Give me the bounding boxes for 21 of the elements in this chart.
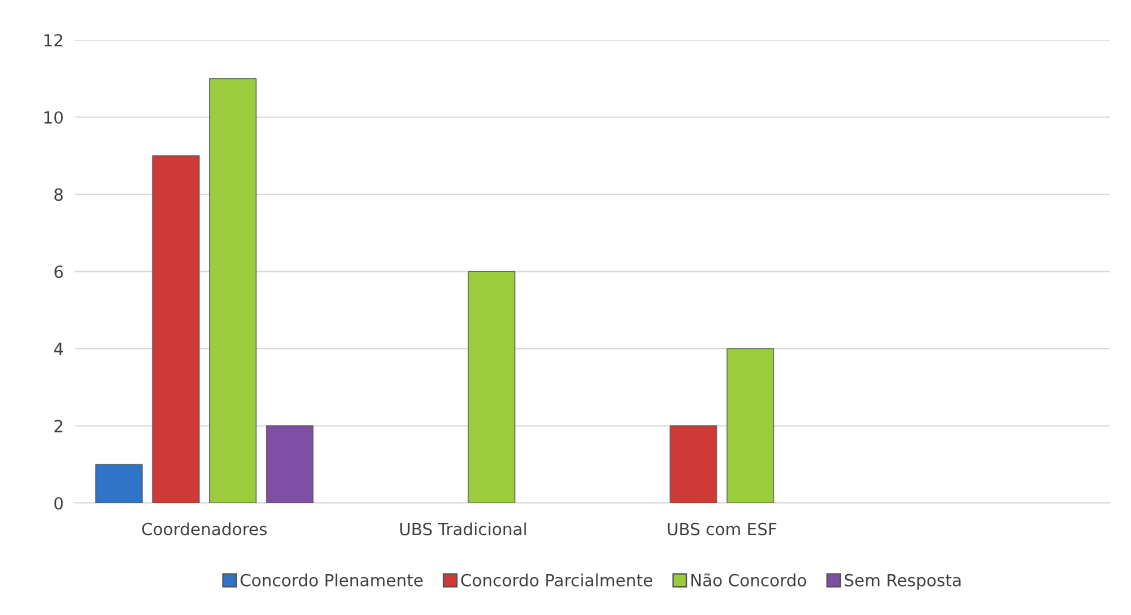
x-tick-label: UBS com ESF [667, 522, 777, 536]
y-tick-label: 12 [44, 33, 63, 47]
y-tick-label: 2 [54, 419, 63, 433]
y-tick-label: 8 [54, 188, 63, 201]
y-tick-label: 6 [54, 265, 63, 279]
y-tick-label: 0 [54, 496, 63, 510]
legend-label: Não Concordo [691, 573, 807, 587]
bar [266, 425, 314, 503]
y-tick-label: 4 [54, 342, 63, 355]
legend-label: Sem Resposta [844, 573, 961, 590]
x-tick-label: Coordenadores [142, 522, 267, 536]
legend-label: Concordo Parcialmente [461, 573, 653, 587]
bar [152, 155, 200, 503]
bar [209, 78, 257, 503]
bar [669, 425, 718, 503]
legend-label: Concordo Plenamente [240, 573, 423, 587]
x-tick-label: UBS Tradicional [400, 522, 526, 536]
y-tick-label: 10 [44, 111, 63, 124]
bar [95, 464, 143, 503]
bar [726, 348, 775, 503]
bar [467, 271, 516, 503]
